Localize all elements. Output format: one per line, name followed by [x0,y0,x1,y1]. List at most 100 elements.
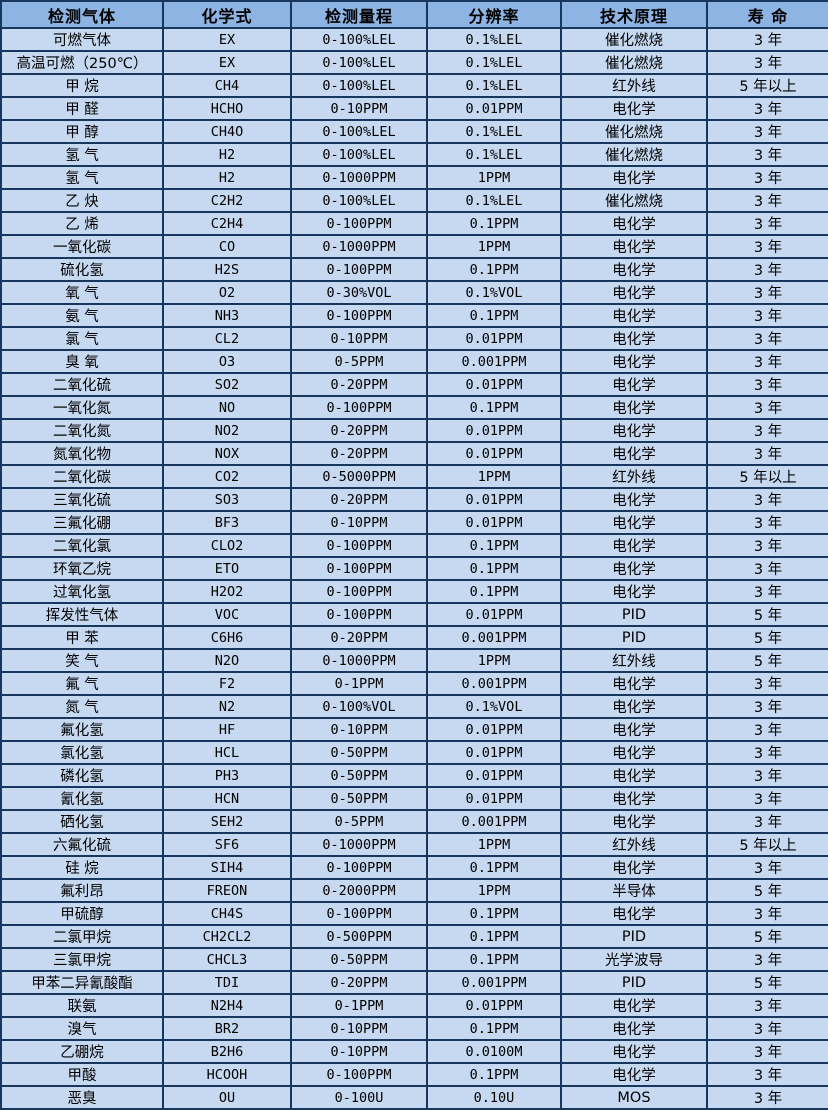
cell-lifespan: 3 年 [706,234,828,259]
table-row: 硒化氢 SEH2 0-5PPM 0.001PPM 电化学 3 年 [0,809,828,834]
cell-formula: BF3 [162,510,292,535]
cell-resolution: 0.1PPM [426,1062,562,1087]
cell-formula: TDI [162,970,292,995]
cell-principle: PID [560,970,708,995]
cell-resolution: 0.01PPM [426,510,562,535]
cell-principle: 电化学 [560,694,708,719]
cell-resolution: 0.1PPM [426,211,562,236]
cell-resolution: 0.1PPM [426,924,562,949]
cell-range: 0-100U [290,1085,428,1110]
cell-gas: 高温可燃（250℃） [0,50,164,75]
cell-gas: 过氧化氢 [0,579,164,604]
cell-formula: SF6 [162,832,292,857]
cell-principle: 半导体 [560,878,708,903]
cell-principle: 电化学 [560,510,708,535]
cell-resolution: 0.01PPM [426,993,562,1018]
header-principle: 技术原理 [560,0,708,29]
table-row: 联氨 N2H4 0-1PPM 0.01PPM 电化学 3 年 [0,993,828,1018]
cell-resolution: 0.1%LEL [426,50,562,75]
cell-gas: 甲苯二异氰酸酯 [0,970,164,995]
cell-gas: 挥发性气体 [0,602,164,627]
header-range: 检测量程 [290,0,428,29]
cell-resolution: 0.01PPM [426,441,562,466]
cell-lifespan: 3 年 [706,809,828,834]
cell-gas: 联氨 [0,993,164,1018]
table-row: 氟化氢 HF 0-10PPM 0.01PPM 电化学 3 年 [0,717,828,742]
cell-resolution: 0.1PPM [426,1016,562,1041]
cell-gas: 硫化氢 [0,257,164,282]
cell-formula: H2 [162,165,292,190]
cell-lifespan: 5 年 [706,625,828,650]
cell-lifespan: 3 年 [706,257,828,282]
cell-range: 0-20PPM [290,487,428,512]
cell-gas: 磷化氢 [0,763,164,788]
table-row: 磷化氢 PH3 0-50PPM 0.01PPM 电化学 3 年 [0,763,828,788]
cell-resolution: 0.0100M [426,1039,562,1064]
cell-range: 0-100PPM [290,901,428,926]
cell-formula: CHCL3 [162,947,292,972]
cell-lifespan: 5 年以上 [706,464,828,489]
cell-lifespan: 3 年 [706,740,828,765]
table-row: 氟利昂 FREON 0-2000PPM 1PPM 半导体 5 年 [0,878,828,903]
cell-range: 0-10PPM [290,1016,428,1041]
cell-range: 0-1000PPM [290,234,428,259]
table-row: 甲 醇 CH4O 0-100%LEL 0.1%LEL 催化燃烧 3 年 [0,119,828,144]
cell-formula: ETO [162,556,292,581]
cell-gas: 乙硼烷 [0,1039,164,1064]
cell-lifespan: 3 年 [706,901,828,926]
cell-lifespan: 3 年 [706,395,828,420]
cell-lifespan: 3 年 [706,50,828,75]
table-row: 恶臭 OU 0-100U 0.10U MOS 3 年 [0,1085,828,1110]
table-row: 氢 气 H2 0-100%LEL 0.1%LEL 催化燃烧 3 年 [0,142,828,167]
cell-principle: 红外线 [560,832,708,857]
cell-gas: 甲硫醇 [0,901,164,926]
cell-formula: O3 [162,349,292,374]
cell-principle: 电化学 [560,1062,708,1087]
cell-principle: MOS [560,1085,708,1110]
cell-principle: 电化学 [560,372,708,397]
cell-formula: C6H6 [162,625,292,650]
cell-principle: 电化学 [560,740,708,765]
cell-gas: 恶臭 [0,1085,164,1110]
cell-gas: 硅 烷 [0,855,164,880]
cell-gas: 臭 氧 [0,349,164,374]
cell-resolution: 0.1%LEL [426,188,562,213]
cell-lifespan: 5 年 [706,970,828,995]
cell-formula: VOC [162,602,292,627]
cell-gas: 氟 气 [0,671,164,696]
cell-principle: 红外线 [560,73,708,98]
table-row: 六氟化硫 SF6 0-1000PPM 1PPM 红外线 5 年以上 [0,832,828,857]
table-row: 一氧化氮 NO 0-100PPM 0.1PPM 电化学 3 年 [0,395,828,420]
cell-range: 0-30%VOL [290,280,428,305]
cell-principle: 电化学 [560,1016,708,1041]
cell-range: 0-50PPM [290,740,428,765]
cell-principle: 电化学 [560,349,708,374]
cell-range: 0-20PPM [290,418,428,443]
cell-gas: 氟利昂 [0,878,164,903]
cell-formula: C2H2 [162,188,292,213]
cell-range: 0-50PPM [290,786,428,811]
cell-gas: 甲酸 [0,1062,164,1087]
cell-formula: NO [162,395,292,420]
cell-principle: 电化学 [560,809,708,834]
cell-gas: 甲 醛 [0,96,164,121]
cell-principle: 电化学 [560,763,708,788]
cell-resolution: 0.01PPM [426,326,562,351]
cell-range: 0-100PPM [290,303,428,328]
table-row: 高温可燃（250℃） EX 0-100%LEL 0.1%LEL 催化燃烧 3 年 [0,50,828,75]
table-row: 三氧化硫 SO3 0-20PPM 0.01PPM 电化学 3 年 [0,487,828,512]
cell-formula: EX [162,50,292,75]
cell-formula: NOX [162,441,292,466]
table-row: 乙 烯 C2H4 0-100PPM 0.1PPM 电化学 3 年 [0,211,828,236]
cell-formula: HCHO [162,96,292,121]
cell-resolution: 0.1PPM [426,395,562,420]
cell-formula: CH4S [162,901,292,926]
cell-principle: 电化学 [560,234,708,259]
table-row: 过氧化氢 H2O2 0-100PPM 0.1PPM 电化学 3 年 [0,579,828,604]
cell-lifespan: 3 年 [706,487,828,512]
table-row: 笑 气 N2O 0-1000PPM 1PPM 红外线 5 年 [0,648,828,673]
cell-principle: PID [560,924,708,949]
cell-range: 0-1PPM [290,993,428,1018]
table-row: 乙硼烷 B2H6 0-10PPM 0.0100M 电化学 3 年 [0,1039,828,1064]
table-row: 可燃气体 EX 0-100%LEL 0.1%LEL 催化燃烧 3 年 [0,27,828,52]
